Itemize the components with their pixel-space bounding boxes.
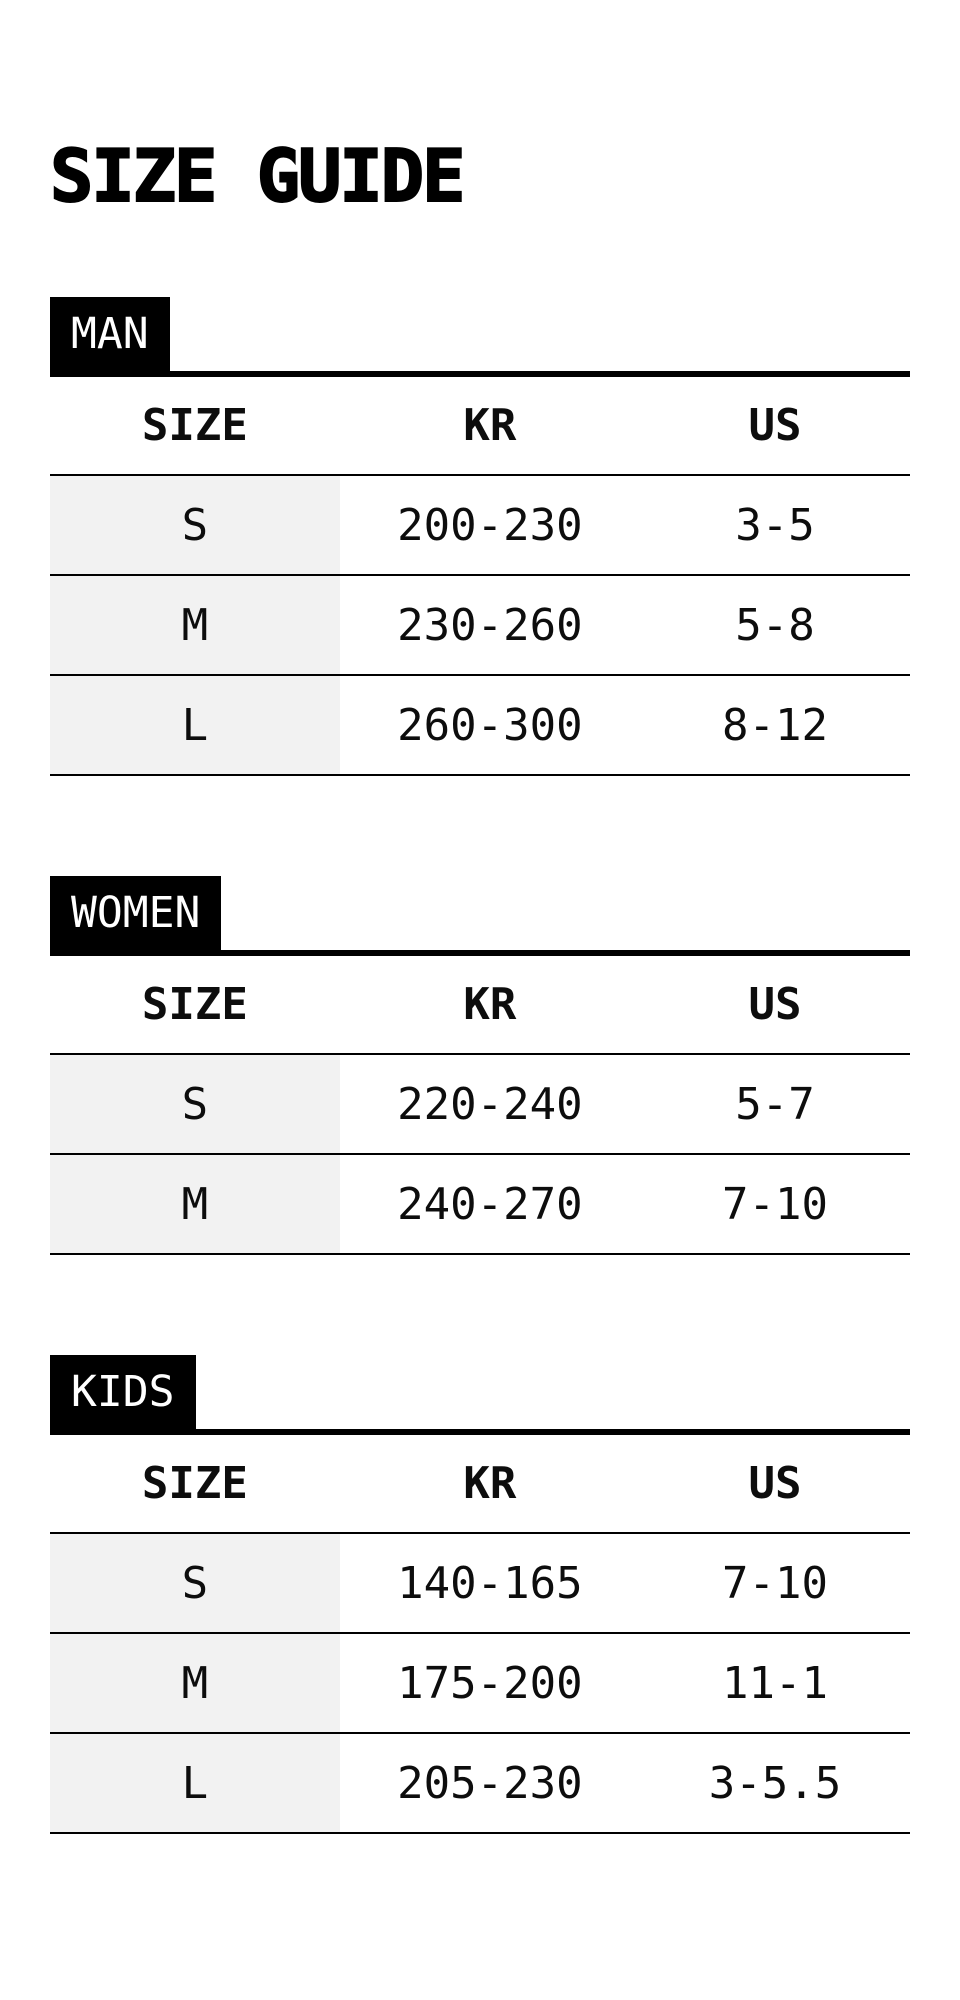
cell-size: S — [50, 1533, 340, 1634]
section-label-man: MAN — [50, 297, 170, 371]
section-women-header-rule: WOMEN — [50, 876, 910, 956]
col-header-kr: KR — [339, 377, 640, 476]
cell-size: M — [50, 1154, 340, 1255]
col-header-size: SIZE — [50, 377, 340, 476]
section-women: WOMEN SIZE KR US S 220-240 5-7 M 240- — [50, 876, 910, 1255]
cell-us: 3-5.5 — [639, 1733, 910, 1834]
table-row: S 140-165 7-10 — [50, 1533, 910, 1634]
size-guide-page: SIZE GUIDE MAN SIZE KR US S 200-230 3-5 — [49, 134, 910, 1834]
size-table-women: SIZE KR US S 220-240 5-7 M 240-270 7-10 — [50, 956, 910, 1255]
section-kids-header-rule: KIDS — [50, 1355, 910, 1435]
cell-us: 7-10 — [639, 1154, 910, 1255]
cell-us: 8-12 — [639, 675, 910, 776]
cell-kr: 230-260 — [339, 575, 640, 676]
cell-us: 11-1 — [639, 1633, 910, 1734]
col-header-us: US — [639, 377, 910, 476]
section-man-header-rule: MAN — [50, 297, 910, 377]
cell-us: 7-10 — [639, 1533, 910, 1634]
cell-kr: 240-270 — [339, 1154, 640, 1255]
section-label-kids: KIDS — [50, 1355, 196, 1429]
table-row: M 230-260 5-8 — [50, 575, 910, 676]
cell-kr: 200-230 — [339, 475, 640, 576]
table-row: S 220-240 5-7 — [50, 1054, 910, 1155]
col-header-us: US — [639, 956, 910, 1055]
table-row: L 260-300 8-12 — [50, 675, 910, 776]
table-row: L 205-230 3-5.5 — [50, 1733, 910, 1834]
col-header-us: US — [639, 1435, 910, 1534]
col-header-size: SIZE — [50, 1435, 340, 1534]
section-label-women: WOMEN — [50, 876, 222, 950]
table-header-row: SIZE KR US — [50, 1435, 910, 1534]
cell-kr: 260-300 — [339, 675, 640, 776]
table-header-row: SIZE KR US — [50, 377, 910, 476]
col-header-kr: KR — [339, 1435, 640, 1534]
section-kids: KIDS SIZE KR US S 140-165 7-10 M 175- — [50, 1355, 910, 1834]
cell-kr: 175-200 — [339, 1633, 640, 1734]
col-header-kr: KR — [339, 956, 640, 1055]
cell-size: M — [50, 1633, 340, 1734]
section-man: MAN SIZE KR US S 200-230 3-5 M 230-26 — [50, 297, 910, 776]
table-row: M 175-200 11-1 — [50, 1633, 910, 1734]
cell-size: L — [50, 675, 340, 776]
cell-size: L — [50, 1733, 340, 1834]
cell-kr: 140-165 — [339, 1533, 640, 1634]
size-table-man: SIZE KR US S 200-230 3-5 M 230-260 5-8 L — [50, 377, 910, 776]
cell-kr: 220-240 — [339, 1054, 640, 1155]
cell-us: 5-7 — [639, 1054, 910, 1155]
cell-us: 3-5 — [639, 475, 910, 576]
cell-size: S — [50, 1054, 340, 1155]
cell-size: S — [50, 475, 340, 576]
cell-us: 5-8 — [639, 575, 910, 676]
page-title: SIZE GUIDE — [49, 134, 466, 218]
col-header-size: SIZE — [50, 956, 340, 1055]
size-table-kids: SIZE KR US S 140-165 7-10 M 175-200 11-1… — [50, 1435, 910, 1834]
cell-size: M — [50, 575, 340, 676]
table-header-row: SIZE KR US — [50, 956, 910, 1055]
table-row: M 240-270 7-10 — [50, 1154, 910, 1255]
table-row: S 200-230 3-5 — [50, 475, 910, 576]
cell-kr: 205-230 — [339, 1733, 640, 1834]
